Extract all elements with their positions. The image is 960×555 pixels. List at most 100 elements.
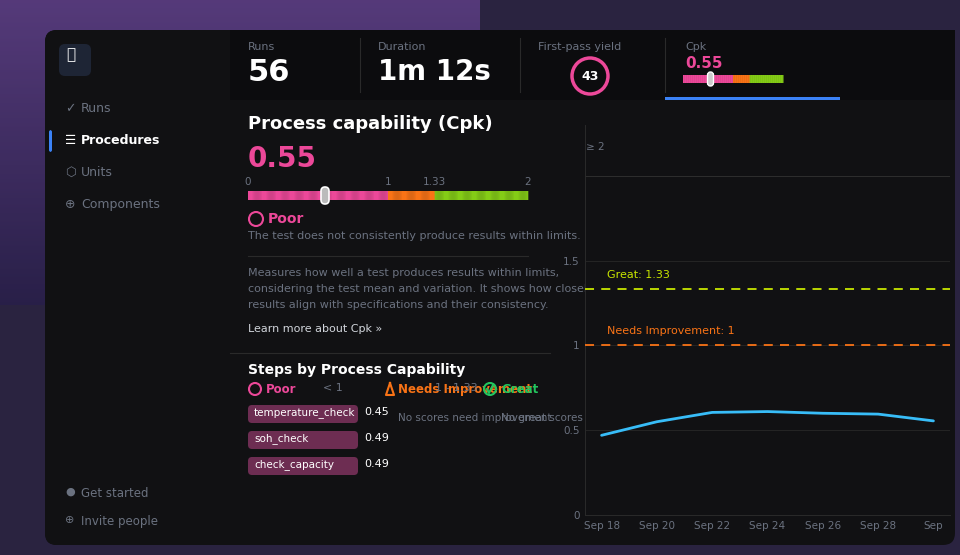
FancyBboxPatch shape bbox=[735, 75, 736, 83]
Text: 43: 43 bbox=[582, 70, 599, 83]
FancyBboxPatch shape bbox=[346, 191, 348, 200]
FancyBboxPatch shape bbox=[463, 191, 464, 200]
FancyBboxPatch shape bbox=[482, 191, 484, 200]
FancyBboxPatch shape bbox=[408, 191, 409, 200]
FancyBboxPatch shape bbox=[520, 191, 522, 200]
FancyBboxPatch shape bbox=[339, 191, 340, 200]
FancyBboxPatch shape bbox=[468, 191, 469, 200]
FancyBboxPatch shape bbox=[395, 191, 396, 200]
FancyBboxPatch shape bbox=[735, 75, 737, 83]
FancyBboxPatch shape bbox=[249, 191, 251, 200]
FancyBboxPatch shape bbox=[319, 191, 321, 200]
FancyBboxPatch shape bbox=[442, 191, 443, 200]
FancyBboxPatch shape bbox=[390, 191, 391, 200]
FancyBboxPatch shape bbox=[712, 75, 713, 83]
Text: 2: 2 bbox=[525, 177, 531, 187]
FancyBboxPatch shape bbox=[733, 75, 734, 83]
FancyBboxPatch shape bbox=[450, 191, 452, 200]
FancyBboxPatch shape bbox=[334, 191, 335, 200]
FancyBboxPatch shape bbox=[699, 75, 700, 83]
Text: check_capacity: check_capacity bbox=[254, 459, 334, 470]
Text: The test does not consistently produce results within limits.: The test does not consistently produce r… bbox=[248, 231, 581, 241]
FancyBboxPatch shape bbox=[702, 75, 703, 83]
FancyBboxPatch shape bbox=[773, 75, 774, 83]
FancyBboxPatch shape bbox=[739, 75, 741, 83]
FancyBboxPatch shape bbox=[280, 191, 282, 200]
FancyBboxPatch shape bbox=[283, 191, 285, 200]
FancyBboxPatch shape bbox=[496, 191, 497, 200]
Text: Runs: Runs bbox=[248, 42, 276, 52]
FancyBboxPatch shape bbox=[458, 191, 459, 200]
Text: Needs Improvement: 1: Needs Improvement: 1 bbox=[607, 326, 734, 336]
FancyBboxPatch shape bbox=[415, 191, 417, 200]
FancyBboxPatch shape bbox=[725, 75, 726, 83]
FancyBboxPatch shape bbox=[379, 191, 381, 200]
FancyBboxPatch shape bbox=[302, 191, 303, 200]
FancyBboxPatch shape bbox=[345, 191, 347, 200]
FancyBboxPatch shape bbox=[347, 191, 348, 200]
FancyBboxPatch shape bbox=[253, 191, 254, 200]
FancyBboxPatch shape bbox=[746, 75, 748, 83]
FancyBboxPatch shape bbox=[313, 191, 315, 200]
FancyBboxPatch shape bbox=[757, 75, 758, 83]
FancyBboxPatch shape bbox=[762, 75, 763, 83]
FancyBboxPatch shape bbox=[685, 75, 686, 83]
Text: No scores need improvement: No scores need improvement bbox=[398, 413, 551, 423]
FancyBboxPatch shape bbox=[709, 75, 710, 83]
FancyBboxPatch shape bbox=[506, 191, 507, 200]
FancyBboxPatch shape bbox=[759, 75, 760, 83]
FancyBboxPatch shape bbox=[351, 191, 353, 200]
FancyBboxPatch shape bbox=[365, 191, 366, 200]
Text: Runs: Runs bbox=[81, 102, 111, 115]
FancyBboxPatch shape bbox=[260, 191, 261, 200]
FancyBboxPatch shape bbox=[514, 191, 516, 200]
FancyBboxPatch shape bbox=[711, 75, 712, 83]
FancyBboxPatch shape bbox=[689, 75, 691, 83]
FancyBboxPatch shape bbox=[397, 191, 398, 200]
FancyBboxPatch shape bbox=[293, 191, 294, 200]
FancyBboxPatch shape bbox=[727, 75, 729, 83]
FancyBboxPatch shape bbox=[316, 191, 318, 200]
FancyBboxPatch shape bbox=[270, 191, 271, 200]
FancyBboxPatch shape bbox=[512, 191, 514, 200]
FancyBboxPatch shape bbox=[513, 191, 515, 200]
FancyBboxPatch shape bbox=[333, 191, 334, 200]
FancyBboxPatch shape bbox=[480, 191, 482, 200]
Text: results align with specifications and their consistency.: results align with specifications and th… bbox=[248, 300, 548, 310]
FancyBboxPatch shape bbox=[363, 191, 364, 200]
Text: ⬡: ⬡ bbox=[65, 166, 76, 179]
FancyBboxPatch shape bbox=[295, 191, 296, 200]
FancyBboxPatch shape bbox=[59, 44, 91, 76]
FancyBboxPatch shape bbox=[420, 191, 421, 200]
FancyBboxPatch shape bbox=[435, 191, 436, 200]
FancyBboxPatch shape bbox=[357, 191, 358, 200]
FancyBboxPatch shape bbox=[742, 75, 743, 83]
FancyBboxPatch shape bbox=[488, 191, 489, 200]
FancyBboxPatch shape bbox=[477, 191, 478, 200]
FancyBboxPatch shape bbox=[349, 191, 351, 200]
FancyBboxPatch shape bbox=[695, 75, 696, 83]
FancyBboxPatch shape bbox=[453, 191, 455, 200]
FancyBboxPatch shape bbox=[321, 191, 322, 200]
FancyBboxPatch shape bbox=[287, 191, 288, 200]
FancyBboxPatch shape bbox=[275, 191, 276, 200]
FancyBboxPatch shape bbox=[527, 191, 528, 200]
FancyBboxPatch shape bbox=[340, 191, 341, 200]
FancyBboxPatch shape bbox=[386, 191, 388, 200]
FancyBboxPatch shape bbox=[781, 75, 782, 83]
FancyBboxPatch shape bbox=[763, 75, 764, 83]
FancyBboxPatch shape bbox=[308, 191, 309, 200]
FancyBboxPatch shape bbox=[708, 72, 713, 86]
FancyBboxPatch shape bbox=[433, 191, 434, 200]
FancyBboxPatch shape bbox=[452, 191, 454, 200]
FancyBboxPatch shape bbox=[446, 191, 448, 200]
FancyBboxPatch shape bbox=[353, 191, 354, 200]
FancyBboxPatch shape bbox=[441, 191, 442, 200]
FancyBboxPatch shape bbox=[510, 191, 511, 200]
FancyBboxPatch shape bbox=[457, 191, 458, 200]
FancyBboxPatch shape bbox=[273, 191, 274, 200]
FancyBboxPatch shape bbox=[455, 191, 456, 200]
FancyBboxPatch shape bbox=[444, 191, 446, 200]
Text: 0.55: 0.55 bbox=[685, 56, 723, 71]
FancyBboxPatch shape bbox=[486, 191, 488, 200]
